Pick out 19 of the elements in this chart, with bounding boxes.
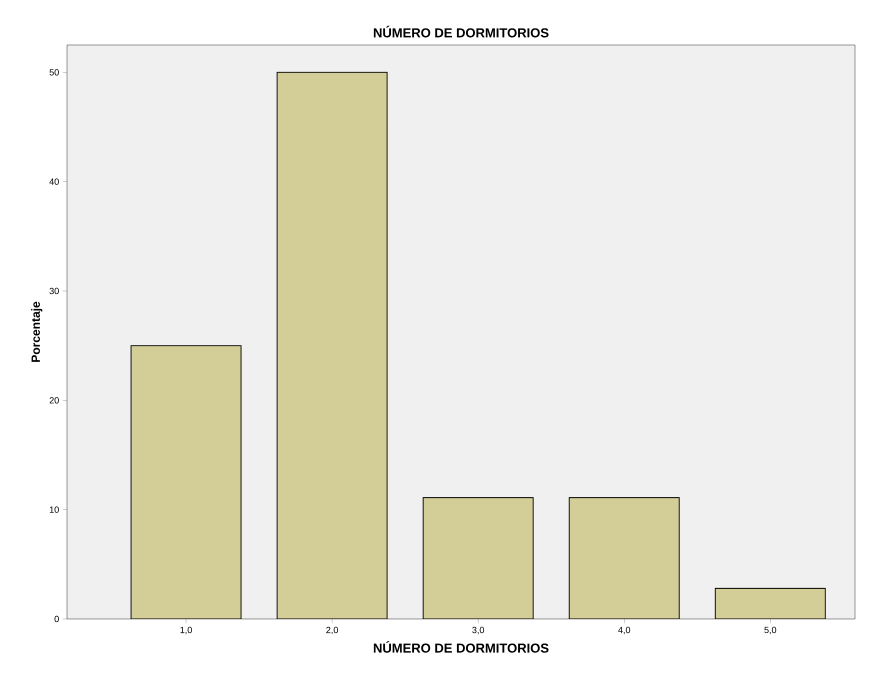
- x-tick-label: 1,0: [180, 626, 192, 634]
- y-tick-label: 50: [50, 69, 59, 76]
- bar: [422, 497, 534, 619]
- x-tick-label: 3,0: [472, 626, 484, 634]
- y-tick-label: 20: [50, 397, 59, 404]
- bar: [568, 497, 680, 619]
- chart-title: NÚMERO DE DORMITORIOS: [374, 26, 549, 38]
- x-tick-label: 5,0: [764, 626, 776, 634]
- x-tick-label: 4,0: [618, 626, 630, 634]
- bar: [714, 588, 826, 619]
- y-tick-label: 40: [49, 178, 59, 185]
- bar: [131, 346, 242, 619]
- y-axis-title: Porcentaje: [31, 302, 42, 362]
- y-tick-label: 10: [50, 506, 59, 513]
- x-tick-label: 2,0: [326, 626, 338, 634]
- y-tick-label: 0: [54, 616, 59, 622]
- y-tick-label: 30: [50, 288, 59, 294]
- x-axis-title: NÚMERO DE DORMITORIOS: [374, 641, 549, 653]
- bar: [276, 72, 388, 619]
